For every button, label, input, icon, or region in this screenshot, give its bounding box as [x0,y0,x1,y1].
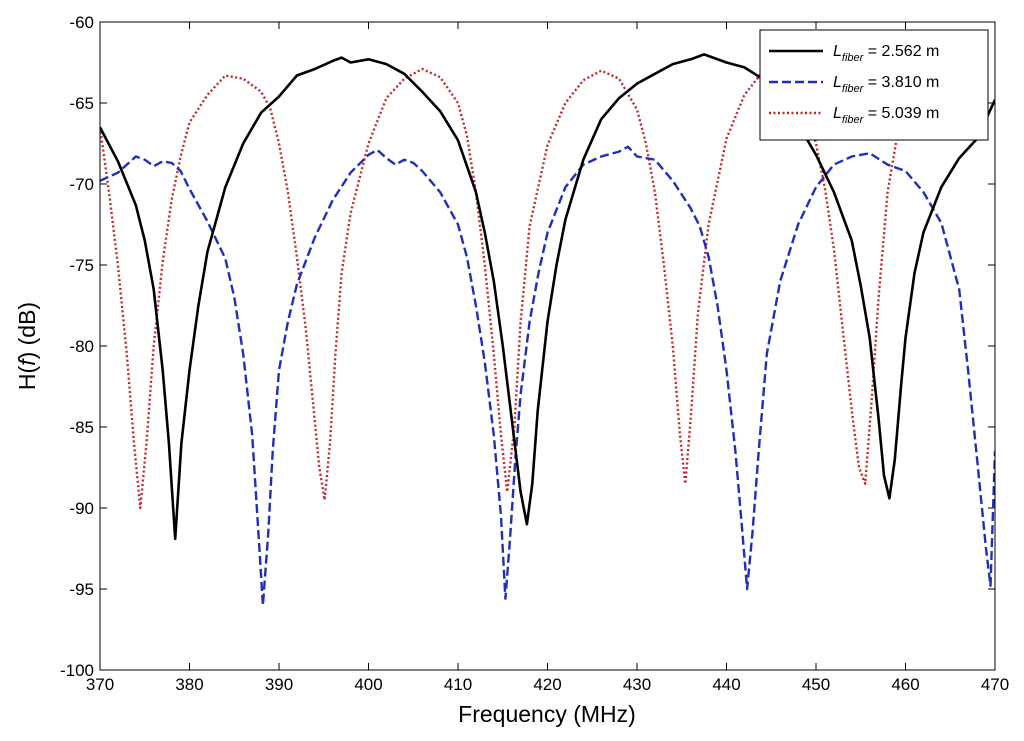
legend-value: = 3.810 m [863,74,939,91]
y-tick-label: -95 [69,580,94,599]
legend-box [759,29,989,141]
x-tick-label: 450 [802,675,830,694]
legend-subscript: fiber [842,83,865,95]
legend-value: = 2.562 m [863,43,939,60]
y-tick-label: -80 [69,337,94,356]
y-tick-label: -90 [69,499,94,518]
x-tick-label: 430 [623,675,651,694]
x-tick-label: 460 [891,675,919,694]
legend-subscript: fiber [842,114,865,126]
x-tick-label: 420 [533,675,561,694]
y-axis-label: H(f) (dB) [14,302,40,390]
legend-subscript: fiber [842,52,865,64]
legend-symbol: L [833,74,842,91]
x-tick-labels: 370 380 390 400 410 420 430 440 450 460 470 [86,675,1009,694]
legend-value: = 5.039 m [863,105,939,122]
y-tick-labels: -60 -65 -70 -75 -80 -85 -90 -95 -100 [60,13,94,680]
y-tick-label: -100 [60,661,94,680]
x-tick-label: 470 [981,675,1009,694]
series-layer [100,34,995,607]
series-line-2 [100,145,995,607]
series-line-1 [100,53,995,541]
y-tick-label: -60 [69,13,94,32]
x-tick-label: 380 [175,675,203,694]
legend-symbol: L [833,105,842,122]
y-tick-label: -65 [69,94,94,113]
x-axis-label: Frequency (MHz) [458,701,636,727]
legend-label-3: Lfiber = 5.039 m [833,105,939,126]
legend-label-2: Lfiber = 3.810 m [833,74,939,95]
x-tick-label: 410 [444,675,472,694]
y-tick-label: -85 [69,418,94,437]
x-tick-label: 400 [354,675,382,694]
y-tick-label: -70 [69,175,94,194]
x-tick-label: 370 [86,675,114,694]
legend-label-1: Lfiber = 2.562 m [833,43,939,64]
x-tick-label: 390 [265,675,293,694]
x-tick-label: 440 [712,675,740,694]
y-tick-label: -75 [69,256,94,275]
legend-symbol: L [833,43,842,60]
plot-frame [99,21,996,671]
